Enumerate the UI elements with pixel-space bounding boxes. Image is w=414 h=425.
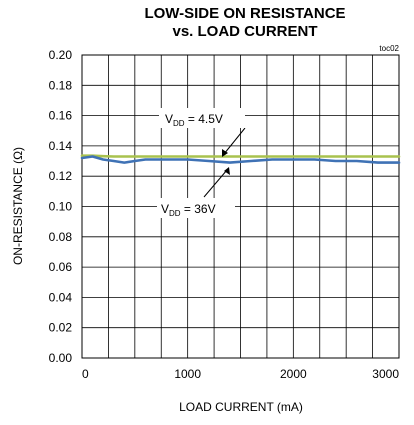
series-label-bg-vdd45 [159,108,245,128]
y-tick-label: 0.08 [49,230,73,244]
y-tick-label: 0.12 [49,169,73,183]
y-tick-label: 0.20 [49,48,73,62]
series-lines [80,154,401,164]
vdd36-label-main: V [161,202,169,216]
figure-code: toc02 [379,44,399,53]
x-axis-ticks: 0 1000 2000 3000 [82,367,399,381]
y-axis-label: ON-RESISTANCE (Ω) [11,147,25,265]
y-tick-label: 0.16 [49,109,73,123]
arrow-vdd45 [223,127,246,155]
y-tick-label: 0.06 [49,260,73,274]
y-axis-ticks: 0.00 0.02 0.04 0.06 0.08 0.10 0.12 0.14 0.16 0.18… [49,48,73,365]
x-axis-label: LOAD CURRENT (mA) [179,400,303,414]
x-tick-label: 0 [82,367,89,381]
plot-frame [81,54,400,359]
series-label-bg-vdd36 [157,198,235,218]
vdd36-label-subscript: DD [169,209,181,218]
chart-title-line-1: LOW-SIDE ON RESISTANCE [144,5,345,22]
series-line-vdd45 [80,154,401,158]
y-tick-label: 0.14 [49,139,73,153]
vdd36-label-value: = 36V [181,202,216,216]
x-tick-label: 3000 [372,367,399,381]
chart-title-line-2: vs. LOAD CURRENT [172,23,317,40]
arrowhead-vdd36 [224,167,230,175]
y-tick-label: 0.04 [49,290,73,304]
arrow-vdd36 [203,169,228,198]
x-tick-label: 2000 [280,367,307,381]
y-tick-label: 0.00 [49,351,73,365]
vdd45-label-main: V [165,112,173,126]
x-tick-label: 1000 [174,367,201,381]
y-tick-label: 0.02 [49,321,73,335]
chart-grid [82,55,399,358]
y-tick-label: 0.18 [49,78,73,92]
series-line-vdd36 [80,155,401,164]
series-label-vdd36: VDD = 36V [161,202,216,218]
series-label-vdd45: VDD = 4.5V [165,112,223,128]
arrowhead-vdd45 [222,149,228,157]
y-tick-label: 0.10 [49,200,73,214]
vdd45-label-value: = 4.5V [185,112,223,126]
vdd45-label-subscript: DD [173,119,185,128]
